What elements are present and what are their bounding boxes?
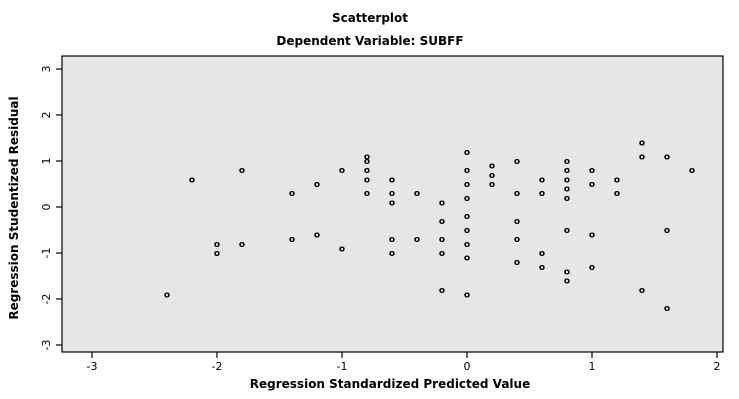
- data-point: o: [464, 290, 470, 300]
- data-point: o: [539, 263, 545, 273]
- data-point: o: [539, 189, 545, 199]
- data-point: o: [664, 152, 670, 162]
- data-point: o: [314, 180, 320, 190]
- y-tick-label: 1: [40, 158, 53, 165]
- x-tick-label: -3: [87, 360, 98, 373]
- data-point: o: [464, 194, 470, 204]
- data-point: o: [289, 235, 295, 245]
- data-point: o: [564, 185, 570, 195]
- data-point: o: [464, 254, 470, 264]
- data-point: o: [239, 166, 245, 176]
- data-point: o: [464, 212, 470, 222]
- data-point: o: [414, 235, 420, 245]
- y-tick-label: 0: [40, 204, 53, 211]
- x-tick-label: 1: [589, 360, 596, 373]
- data-point: o: [439, 249, 445, 259]
- data-point: o: [389, 235, 395, 245]
- plot-area: [61, 55, 724, 353]
- data-point: o: [589, 166, 595, 176]
- x-tick-label: 2: [714, 360, 721, 373]
- chart-subtitle: Dependent Variable: SUBFF: [276, 34, 463, 48]
- data-point: o: [214, 240, 220, 250]
- data-point: o: [464, 148, 470, 158]
- x-tick-label: -1: [337, 360, 348, 373]
- data-point: o: [339, 244, 345, 254]
- y-tick-label: -2: [40, 294, 53, 305]
- y-tick-label: -3: [40, 340, 53, 351]
- data-point: o: [614, 175, 620, 185]
- data-point: o: [639, 286, 645, 296]
- data-point: o: [364, 166, 370, 176]
- data-point: o: [514, 217, 520, 227]
- data-point: o: [489, 162, 495, 172]
- y-tick-label: -1: [40, 248, 53, 259]
- data-point: o: [539, 175, 545, 185]
- data-point: o: [564, 194, 570, 204]
- data-point: o: [514, 189, 520, 199]
- x-tick-label: -2: [212, 360, 223, 373]
- y-tick-label: 3: [40, 66, 53, 73]
- data-point: o: [439, 235, 445, 245]
- data-point: o: [564, 267, 570, 277]
- data-point: o: [564, 157, 570, 167]
- data-point: o: [389, 198, 395, 208]
- data-point: o: [439, 217, 445, 227]
- data-point: o: [614, 189, 620, 199]
- data-point: o: [514, 235, 520, 245]
- data-point: o: [389, 189, 395, 199]
- data-point: o: [314, 231, 320, 241]
- data-point: o: [439, 198, 445, 208]
- y-axis: -3 -2 -1 0 1 2 3: [40, 66, 62, 351]
- data-point: o: [389, 249, 395, 259]
- data-point: o: [189, 175, 195, 185]
- y-tick-label: 2: [40, 112, 53, 119]
- x-axis-label: Regression Standardized Predicted Value: [250, 377, 530, 391]
- data-point: o: [664, 304, 670, 314]
- data-point: o: [464, 226, 470, 236]
- data-point: o: [664, 226, 670, 236]
- data-point: o: [364, 157, 370, 167]
- chart-title: Scatterplot: [332, 11, 408, 25]
- data-point: o: [339, 166, 345, 176]
- data-point: o: [414, 189, 420, 199]
- data-point: o: [289, 189, 295, 199]
- data-point: o: [239, 240, 245, 250]
- data-point: o: [364, 189, 370, 199]
- x-axis: -3 -2 -1 0 1 2: [87, 352, 721, 373]
- data-point: o: [589, 263, 595, 273]
- data-point: o: [464, 180, 470, 190]
- data-point: o: [514, 157, 520, 167]
- data-point: o: [464, 240, 470, 250]
- x-tick-label: 0: [464, 360, 471, 373]
- data-point: o: [564, 166, 570, 176]
- data-point: o: [389, 175, 395, 185]
- data-point: o: [439, 286, 445, 296]
- data-point: o: [639, 152, 645, 162]
- data-point: o: [589, 231, 595, 241]
- y-axis-label: Regression Studentized Residual: [7, 96, 21, 319]
- data-point: o: [164, 290, 170, 300]
- data-point: o: [589, 180, 595, 190]
- data-point: o: [689, 166, 695, 176]
- data-point: o: [489, 171, 495, 181]
- data-point: o: [639, 139, 645, 149]
- data-point: o: [364, 152, 370, 162]
- data-point: o: [564, 277, 570, 287]
- data-point: o: [539, 249, 545, 259]
- data-point: o: [464, 166, 470, 176]
- data-point: o: [514, 258, 520, 268]
- data-point: o: [564, 226, 570, 236]
- data-points: oooooooooooooooooooooooooooooooooooooooo…: [164, 139, 695, 315]
- data-point: o: [214, 249, 220, 259]
- data-point: o: [364, 175, 370, 185]
- data-point: o: [489, 180, 495, 190]
- data-point: o: [564, 175, 570, 185]
